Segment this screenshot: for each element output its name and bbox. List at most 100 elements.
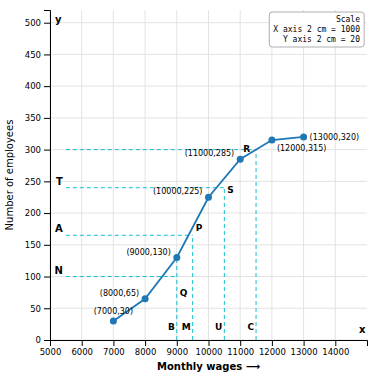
- tick-label: 13000: [291, 347, 318, 357]
- chart: 5000600070008000900010000110001200013000…: [0, 0, 379, 376]
- annotation: S: [227, 185, 233, 195]
- scale-box: ScaleX axis 2 cm = 1000Y axis 2 cm = 20: [269, 12, 364, 47]
- tick: 12000: [259, 340, 286, 357]
- point: [205, 194, 212, 201]
- tick-label: 5000: [40, 347, 62, 357]
- grid-line-x: [271, 10, 272, 340]
- construction-line: [176, 258, 177, 341]
- grid-line-y: [50, 54, 367, 55]
- tick-mark: [335, 340, 336, 346]
- point: [110, 317, 117, 324]
- annotation: T: [56, 176, 63, 187]
- tick-mark: [240, 340, 241, 346]
- tick-label: 7000: [103, 347, 125, 357]
- grid-line-x: [145, 10, 146, 340]
- plot-area: [66, 133, 307, 340]
- tick-label: 50: [30, 303, 41, 313]
- scale-text-line: Y axis 2 cm = 20: [283, 35, 360, 44]
- grid-line-y: [50, 244, 367, 245]
- tick-label: 6000: [71, 347, 93, 357]
- tick-label: 8000: [135, 347, 157, 357]
- ogive-line: [113, 137, 303, 321]
- point: [142, 295, 149, 302]
- tick-mark: [44, 245, 50, 246]
- annotation: B: [168, 322, 175, 332]
- grid-line-y: [50, 276, 367, 277]
- tick-mark: [82, 340, 83, 346]
- tick: 8000: [135, 340, 157, 357]
- tick-label: 300: [25, 145, 41, 155]
- tick-mark: [44, 340, 50, 341]
- tick: 100: [25, 272, 50, 282]
- annotation: R: [243, 144, 250, 154]
- scale-text-line: Scale: [336, 15, 360, 24]
- annotations: (7000,30)(8000,65)(9000,130)(10000,225)(…: [54, 14, 365, 334]
- tick-label: 14000: [322, 347, 349, 357]
- tick: 7000: [103, 340, 125, 357]
- tick-mark: [177, 340, 178, 346]
- annotation: y: [55, 14, 62, 25]
- grid-line-x: [335, 10, 336, 340]
- tick-mark: [145, 340, 146, 346]
- annotation: (11000,285): [185, 149, 235, 158]
- point: [300, 133, 307, 140]
- grid: [50, 10, 367, 340]
- point: [237, 156, 244, 163]
- tick: 10000: [195, 340, 222, 357]
- tick-mark: [44, 23, 50, 24]
- tick: 300: [25, 145, 50, 155]
- tick-label: 200: [25, 208, 41, 218]
- tick-mark: [44, 86, 50, 87]
- scale-text: ScaleX axis 2 cm = 1000Y axis 2 cm = 20: [273, 15, 360, 44]
- point: [173, 254, 180, 261]
- annotation: (13000,320): [310, 133, 360, 142]
- x-axis-title: Monthly wages ⟶: [157, 361, 260, 372]
- tick-mark: [113, 340, 114, 346]
- tick: 6000: [71, 340, 93, 357]
- annotation: M: [182, 322, 191, 332]
- point: [268, 137, 275, 144]
- scale-box-frame: [269, 12, 364, 47]
- tick: 9000: [166, 340, 188, 357]
- tick-mark: [272, 340, 273, 346]
- grid-line-x: [240, 10, 241, 340]
- axis-line: [44, 11, 51, 341]
- construction-line: [192, 235, 193, 340]
- construction-line: [256, 150, 257, 340]
- tick: 11000: [227, 340, 254, 357]
- annotation: N: [54, 265, 62, 276]
- scale-text-line: X axis 2 cm = 1000: [273, 25, 360, 34]
- construction-line: [66, 276, 177, 277]
- annotation: Q: [180, 288, 188, 298]
- annotation: (9000,130): [126, 248, 170, 257]
- grid-line-x: [208, 10, 209, 340]
- annotation: (8000,65): [100, 289, 139, 298]
- tick: 200: [25, 208, 50, 218]
- tick-mark: [44, 277, 50, 278]
- tick: 14000: [322, 340, 349, 357]
- grid-line-x: [81, 10, 82, 340]
- tick-mark: [44, 54, 50, 55]
- tick: 350: [25, 113, 50, 123]
- tick-mark: [209, 340, 210, 346]
- tick: 5000: [40, 340, 62, 357]
- tick-label: 10000: [195, 347, 222, 357]
- annotation: (12000,315): [277, 144, 327, 153]
- annotation: A: [55, 223, 63, 234]
- tick: 450: [25, 50, 50, 60]
- tick-label: 500: [25, 18, 41, 28]
- tick: 0: [36, 335, 50, 345]
- tick-label: 350: [25, 113, 41, 123]
- tick: 13000: [291, 340, 318, 357]
- tick-label: 450: [25, 50, 41, 60]
- tick-label: 0: [36, 335, 41, 345]
- annotation: C: [247, 322, 254, 332]
- annotation: U: [215, 322, 222, 332]
- annotation: (10000,225): [153, 187, 203, 196]
- grid-line-y: [50, 181, 367, 182]
- annotation: x: [359, 324, 366, 335]
- tick-label: 400: [25, 81, 41, 91]
- tick: 50: [30, 303, 50, 313]
- tick-label: 12000: [259, 347, 286, 357]
- tick-label: 250: [25, 177, 41, 187]
